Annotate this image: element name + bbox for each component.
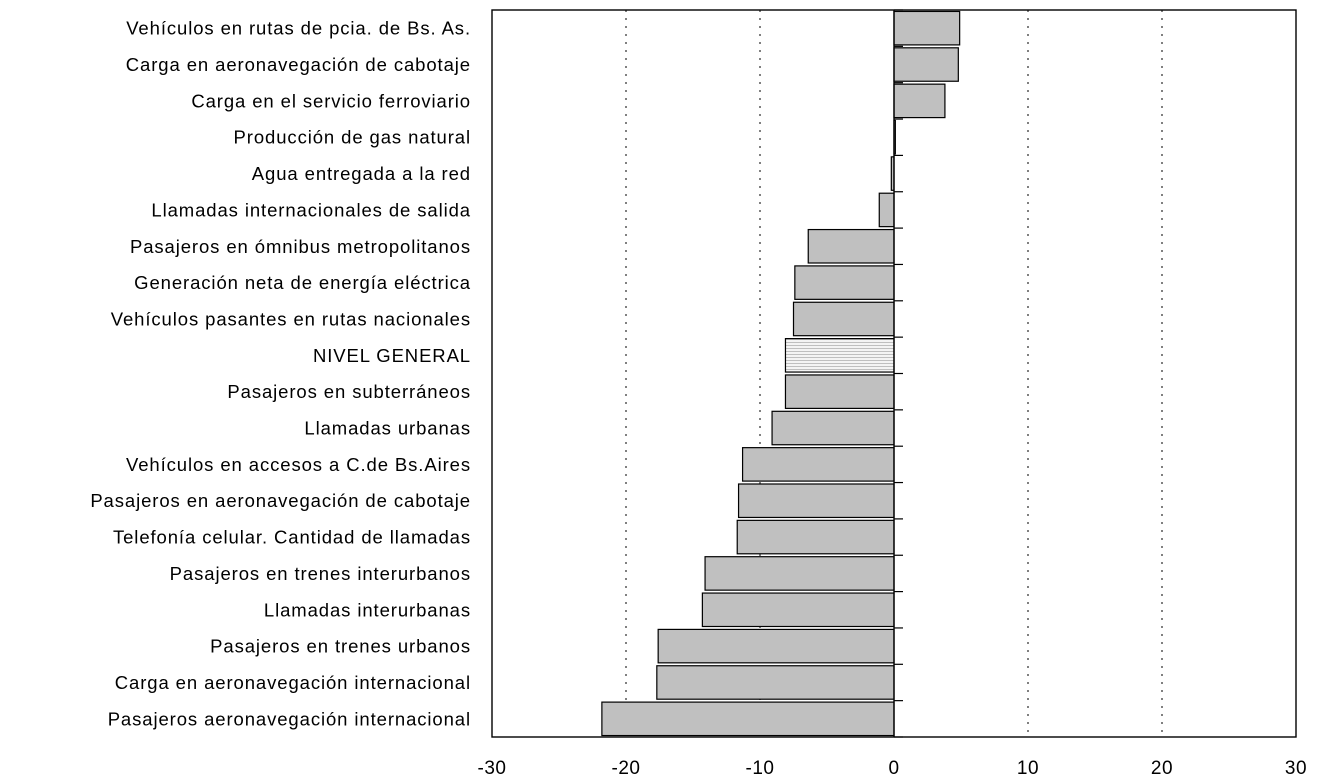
category-label-19: Pasajeros aeronavegación internacional [108,708,471,729]
category-tick-marks [894,9,903,738]
gridlines [625,10,1163,737]
x-tick-label-6: 30 [1285,758,1307,778]
x-tick-label-0: -30 [478,758,507,778]
category-label-10: Pasajeros en subterráneos [227,381,471,402]
x-tick-label-4: 10 [1017,758,1039,778]
category-label-3: Producción de gas natural [234,127,471,148]
bar-5 [878,192,895,228]
x-tick-label-1: -20 [612,758,641,778]
x-tick-label-5: 20 [1151,758,1173,778]
bar-12 [741,447,895,482]
x-tick-labels: -30 -20 -10 0 10 20 30 [478,758,1307,778]
category-label-12: Vehículos en accesos a C.de Bs.Aires [126,454,471,475]
category-label-2: Carga en el servicio ferroviario [191,90,471,111]
bar-6 [807,228,895,264]
category-labels: Vehículos en rutas de pcia. de Bs. As. Ca… [90,18,471,730]
x-tick-label-3: 0 [888,758,899,778]
bar-11 [771,410,895,446]
bars [601,10,961,737]
bar-16 [701,592,895,628]
bar-10 [784,374,895,409]
bar-2 [893,83,946,119]
category-label-18: Carga en aeronavegación internacional [115,672,471,693]
category-label-4: Agua entregada a la red [252,163,471,184]
bar-1 [893,47,959,82]
category-label-5: Llamadas internacionales de salida [151,199,471,220]
x-tick-label-2: -10 [746,758,775,778]
category-label-15: Pasajeros en trenes interurbanos [170,563,471,584]
category-label-7: Generación neta de energía eléctrica [134,272,471,293]
category-label-9: NIVEL GENERAL [313,345,471,366]
bar-9 [784,338,895,373]
bar-14 [736,519,895,555]
category-label-1: Carga en aeronavegación de cabotaje [126,54,471,75]
bar-19 [601,701,895,737]
category-label-16: Llamadas interurbanas [264,599,471,620]
bar-13 [737,483,895,519]
bar-17 [657,628,895,664]
bar-7 [794,265,895,300]
category-label-0: Vehículos en rutas de pcia. de Bs. As. [126,18,471,39]
category-label-6: Pasajeros en ómnibus metropolitanos [130,236,471,257]
category-label-13: Pasajeros en aeronavegación de cabotaje [90,490,471,511]
bar-8 [792,301,895,337]
category-label-8: Vehículos pasantes en rutas nacionales [111,308,471,329]
bar-18 [656,665,895,700]
category-label-14: Telefonía celular. Cantidad de llamadas [113,527,471,548]
category-label-11: Llamadas urbanas [304,418,471,439]
bar-0 [893,10,961,46]
category-label-17: Pasajeros en trenes urbanos [210,636,471,657]
bar-15 [704,556,895,591]
